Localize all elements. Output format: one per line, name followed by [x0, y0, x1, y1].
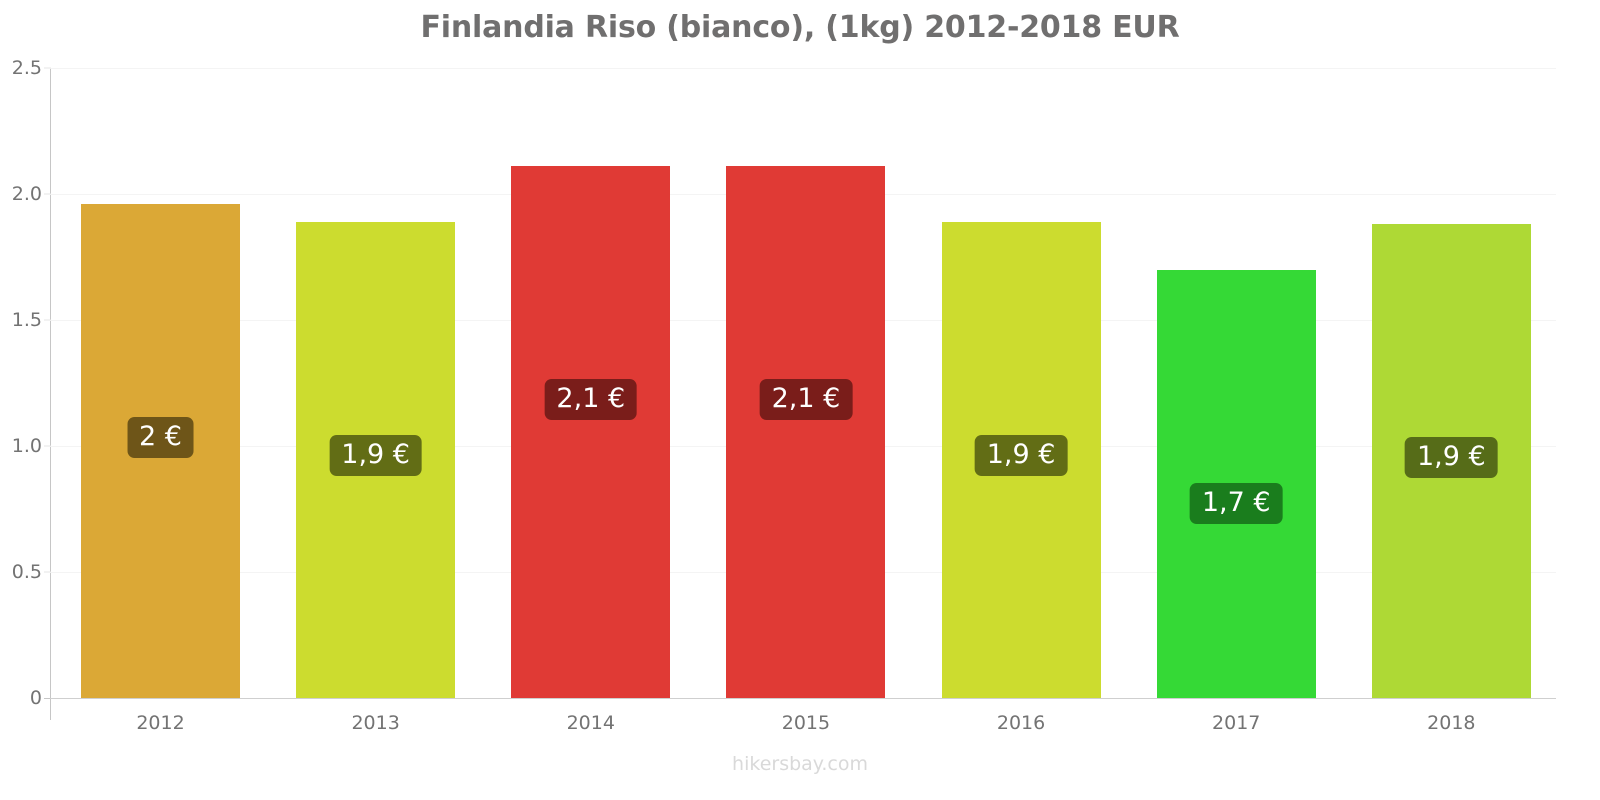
bar-2014[interactable]: 2,1 € — [511, 166, 671, 698]
bar-value-label-2015: 2,1 € — [759, 379, 853, 421]
bar-2012[interactable]: 2 € — [81, 204, 240, 698]
x-tick-label-2016: 2016 — [996, 712, 1046, 734]
y-tick-dash-0.5 — [44, 571, 51, 573]
x-tick-label-2015: 2015 — [781, 712, 831, 734]
bar-2016[interactable]: 1,9 € — [941, 221, 1101, 698]
y-tick-label: 1.0 — [11, 435, 42, 457]
x-axis-line — [50, 698, 1556, 699]
chart-title: Finlandia Riso (bianco), (1kg) 2012-2018… — [420, 10, 1180, 45]
x-tick-label-2018: 2018 — [1427, 712, 1476, 734]
bar-value-label-2016: 1,9 € — [974, 434, 1068, 476]
bar-2018[interactable]: 1,9 € — [1371, 224, 1531, 698]
footer-credit: hikersbay.com — [732, 753, 868, 775]
y-tick-label: 0 — [29, 687, 42, 709]
bar-2015[interactable]: 2,1 € — [726, 166, 886, 698]
x-tick-label-2012: 2012 — [136, 712, 185, 734]
bar-value-label-2012: 2 € — [127, 417, 194, 459]
y-axis-line — [50, 68, 51, 698]
y-tick-label: 2.0 — [11, 183, 42, 205]
x-tick-label-2013: 2013 — [351, 712, 400, 734]
bar-value-label-2018: 1,9 € — [1404, 437, 1498, 479]
y-tick-dash-1.0 — [44, 445, 51, 447]
x-tick-label-2014: 2014 — [566, 712, 615, 734]
y-tick-dash-1.5 — [44, 319, 51, 321]
y-tick-label: 0.5 — [11, 561, 42, 583]
y-tick-dash-2.0 — [44, 193, 51, 195]
bar-value-label-2017: 1,7 € — [1189, 482, 1283, 524]
bar-value-label-2014: 2,1 € — [544, 379, 638, 421]
y-tick-label: 1.5 — [11, 309, 42, 331]
bar-value-label-2013: 1,9 € — [329, 434, 422, 476]
y-tick-label: 2.5 — [11, 57, 42, 79]
y-axis-zero-tick — [44, 698, 51, 699]
x-tick-label-2017: 2017 — [1212, 712, 1261, 734]
y-axis-lower-stub — [50, 698, 51, 720]
y-tick-dash-2.5 — [44, 67, 51, 69]
gridline-2.5 — [50, 68, 1556, 69]
bar-2013[interactable]: 1,9 € — [296, 221, 456, 698]
bar-2017[interactable]: 1,7 € — [1156, 269, 1316, 698]
